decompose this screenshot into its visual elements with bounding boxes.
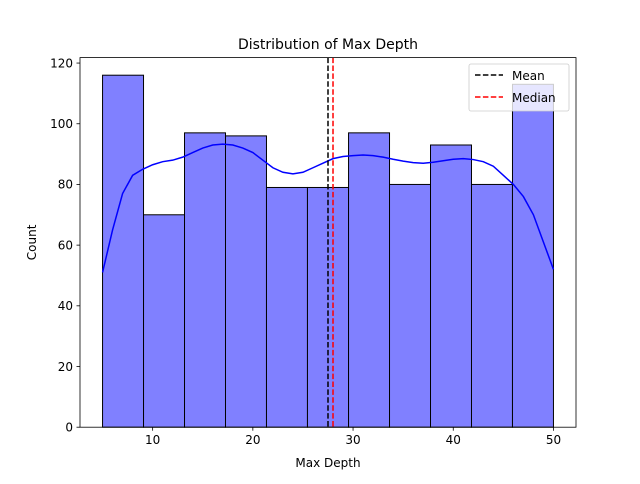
histogram-bar <box>470 183 513 428</box>
y-ticks-layer: 0 20 40 60 80 100 120 <box>50 56 80 435</box>
histogram-bar <box>511 83 554 428</box>
y-tick-label: 120 <box>50 56 73 70</box>
chart-title: Distribution of Max Depth <box>238 37 418 53</box>
x-tick-label: 10 <box>145 433 160 447</box>
legend-mean-label: Mean <box>512 69 545 83</box>
y-tick-label: 80 <box>58 178 73 192</box>
x-axis-label: Max Depth <box>295 456 360 470</box>
y-tick-label: 100 <box>50 117 73 131</box>
y-tick-label: 40 <box>58 299 73 313</box>
legend: Mean Median <box>468 63 570 112</box>
x-ticks-layer: 10 20 30 40 50 <box>145 427 561 447</box>
histogram-bar <box>430 144 472 428</box>
legend-median-label: Median <box>512 91 556 105</box>
histogram-bar <box>184 132 226 428</box>
histogram-bar <box>348 132 391 428</box>
histogram-bar <box>102 74 145 428</box>
x-tick-label: 40 <box>446 433 461 447</box>
reference-lines-layer <box>327 57 334 428</box>
x-tick-label: 30 <box>345 433 360 447</box>
histogram-bar <box>265 186 308 428</box>
y-tick-label: 60 <box>58 238 73 252</box>
plot-frame <box>79 57 577 428</box>
x-tick-label: 50 <box>546 433 561 447</box>
histogram-bar <box>389 183 432 428</box>
y-tick-label: 0 <box>65 421 73 435</box>
histogram-bar <box>143 214 186 428</box>
y-tick-label: 20 <box>58 360 73 374</box>
y-axis-label: Count <box>25 224 39 260</box>
histogram-bar <box>224 135 267 428</box>
x-tick-label: 20 <box>245 433 260 447</box>
